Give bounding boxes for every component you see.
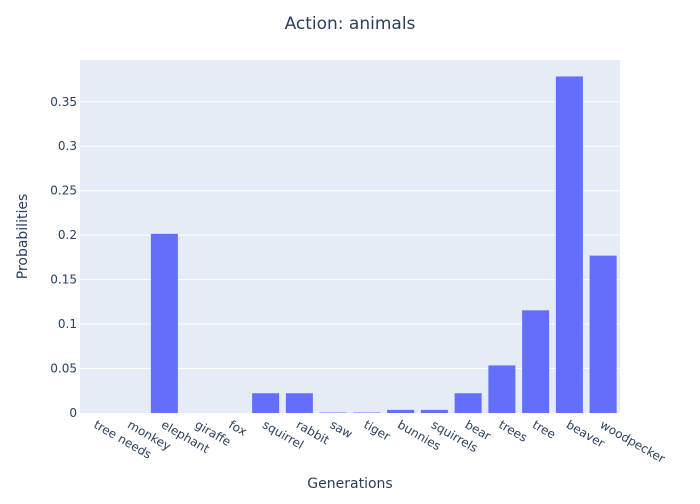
bar-squirrel bbox=[252, 393, 279, 413]
bar-squirrels bbox=[421, 410, 448, 413]
bar-trees bbox=[488, 365, 515, 413]
y-axis-ticks: 0 0.05 0.1 0.15 0.2 0.25 0.3 0.35 bbox=[50, 95, 77, 420]
x-tick-label: tiger bbox=[361, 417, 392, 443]
y-tick-label: 0.2 bbox=[58, 228, 77, 242]
y-tick-label: 0.05 bbox=[50, 362, 77, 376]
bar-woodpecker bbox=[590, 256, 617, 413]
y-tick-label: 0.35 bbox=[50, 95, 77, 109]
bar-bunnies bbox=[387, 410, 414, 413]
bar-bear bbox=[455, 393, 482, 413]
x-tick-label: woodpecker bbox=[598, 417, 668, 465]
bar-elephant bbox=[151, 234, 178, 413]
y-axis-title: Probabilities bbox=[15, 194, 31, 280]
bar-beaver bbox=[556, 76, 583, 413]
bar-tree bbox=[522, 310, 549, 413]
x-axis-title: Generations bbox=[307, 476, 392, 492]
y-tick-label: 0.25 bbox=[50, 184, 77, 198]
x-tick-label: saw bbox=[328, 417, 355, 441]
y-tick-label: 0 bbox=[69, 406, 77, 420]
y-tick-label: 0.3 bbox=[58, 139, 77, 153]
x-tick-label: tree bbox=[530, 417, 558, 441]
y-tick-label: 0.1 bbox=[58, 317, 77, 331]
y-tick-label: 0.15 bbox=[50, 273, 77, 287]
chart-title: Action: animals bbox=[285, 14, 416, 34]
x-tick-label: beaver bbox=[564, 417, 607, 450]
bar-rabbit bbox=[286, 393, 313, 413]
x-tick-label: trees bbox=[496, 417, 529, 444]
